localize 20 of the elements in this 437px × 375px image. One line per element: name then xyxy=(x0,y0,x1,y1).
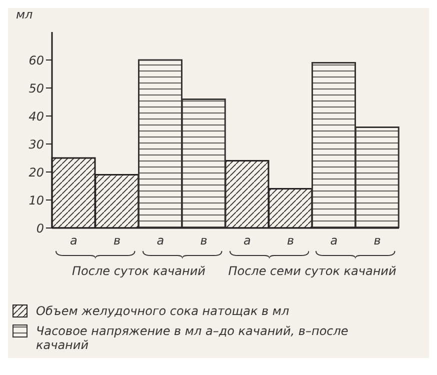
text: После семи суток качаний xyxy=(227,264,398,279)
legend-label: Часовое напряжение в мл а–до качаний, в–после качаний xyxy=(36,324,350,352)
y-tick-label: 0 xyxy=(36,221,44,236)
x-tick-label: а xyxy=(330,234,338,248)
y-tick-label: 60 xyxy=(28,53,44,68)
x-tick-label: в xyxy=(374,234,381,248)
y-tick-label: 20 xyxy=(28,165,44,180)
x-tick-label: а xyxy=(156,234,164,248)
x-tick-label: в xyxy=(200,234,208,248)
y-axis-title: мл xyxy=(16,8,34,22)
y-tick-label: 30 xyxy=(28,137,44,152)
legend-label: Объем желудочного сока натощак в мл xyxy=(36,304,290,318)
y-tick-label: 40 xyxy=(28,109,44,124)
x-tick-label: а xyxy=(244,234,251,248)
x-tick-label: а xyxy=(70,234,78,248)
y-tick-label: 10 xyxy=(28,193,44,208)
text: После суток качаний xyxy=(71,264,206,279)
y-tick-label: 50 xyxy=(28,81,44,96)
x-tick-label: в xyxy=(114,234,121,248)
x-tick-label: в xyxy=(287,234,294,248)
